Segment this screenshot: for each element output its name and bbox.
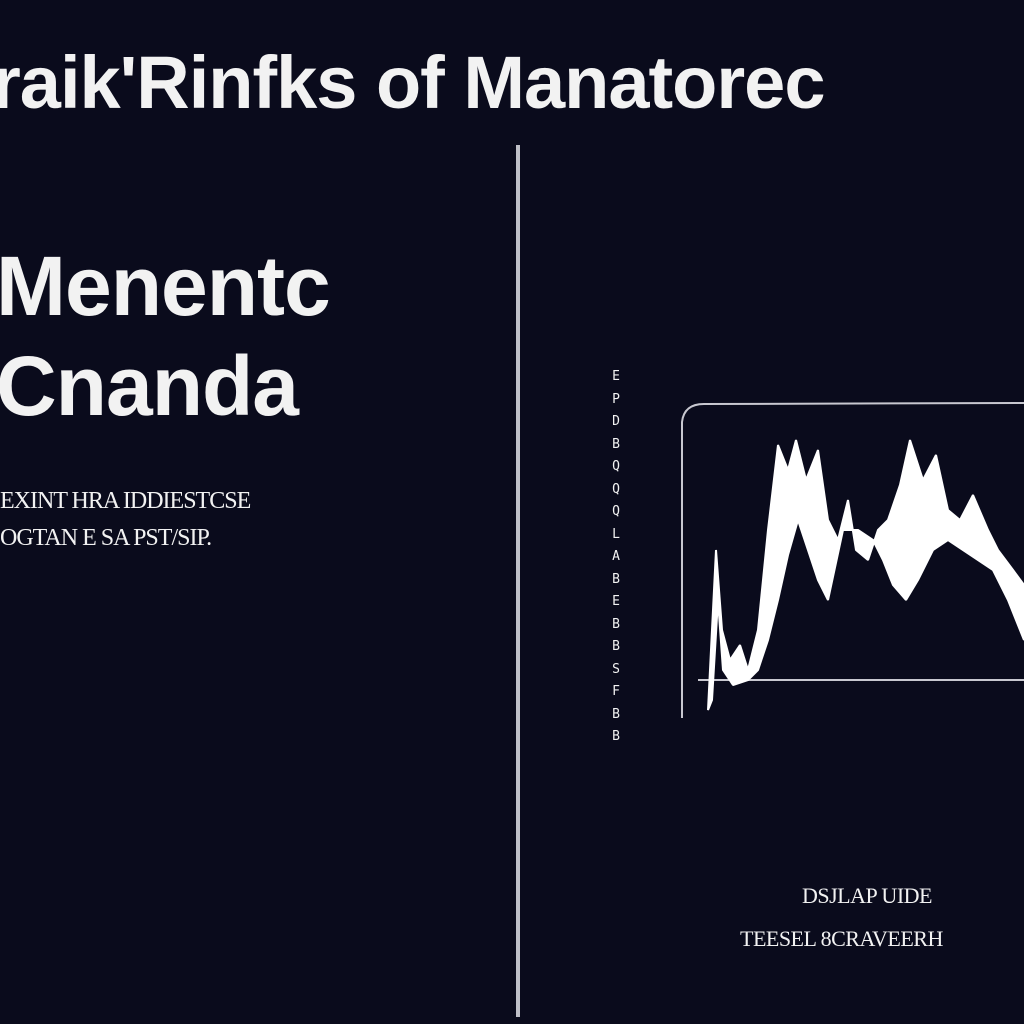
subtext-line-1: EXINT HRA IDDIESTCSE [0,488,251,514]
heading-line-2: Cnanda [0,339,299,433]
vertical-divider [516,145,520,1017]
chart-frame [681,402,1024,718]
axis-glyph: E [612,369,620,384]
axis-glyph: B [612,616,620,632]
axis-glyph: Q [612,504,620,519]
waveform-chart [681,402,1024,718]
axis-glyph: P [612,391,620,407]
axis-glyph: B [612,436,620,452]
axis-glyph: L [612,526,620,542]
axis-glyph: B [612,639,620,654]
subtext-line-2: OGTAN E SA PST/SIP. [0,525,212,551]
axis-glyph: B [612,571,620,587]
waveform-area [707,439,1024,711]
footer-line-2: TEESEL 8CRAVEERH [740,926,943,951]
heading-line-1: Menentc [0,239,331,333]
axis-glyph: Q [612,481,620,497]
axis-glyph: A [612,549,620,564]
axis-glyph: E [612,594,620,609]
page-title: raik'Rinfks of Manatorec [0,41,825,124]
axis-glyph: F [612,684,620,699]
axis-glyph: Q [612,459,620,474]
axis-glyph: B [612,706,620,722]
footer-line-1: DSJLAP UIDE [802,883,932,908]
axis-glyph: B [612,729,620,744]
axis-glyph: D [612,414,620,429]
axis-glyph: S [612,661,620,677]
